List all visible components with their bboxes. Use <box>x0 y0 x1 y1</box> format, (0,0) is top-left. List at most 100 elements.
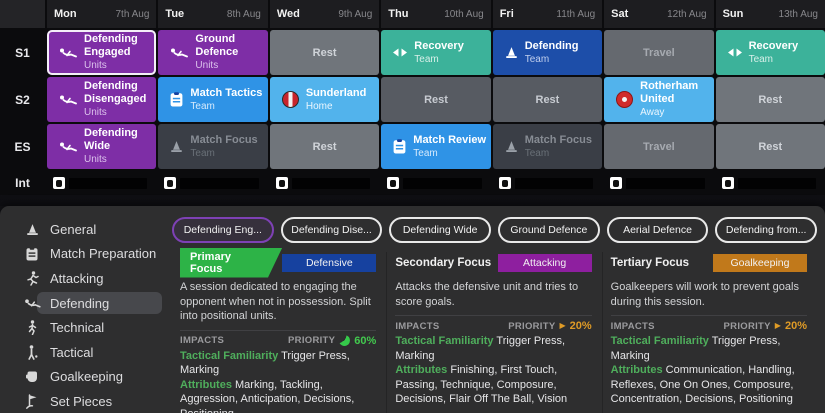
fixture-cell-sunderland[interactable]: Sunderland Home <box>269 77 380 122</box>
session-cell-recovery[interactable]: Recovery Team <box>715 30 825 75</box>
fixture-opponent: Sunderland <box>305 86 367 99</box>
intensity-icon <box>498 177 511 189</box>
sidebar-item-tactical[interactable]: Tactical <box>0 340 166 365</box>
session-cell-rest[interactable]: Rest <box>269 30 380 75</box>
divider <box>395 315 592 317</box>
intensity-icon <box>610 177 623 189</box>
training-calendar: Mon 7th Aug Tue 8th Aug Wed 9th Aug Thu 10th… <box>0 0 825 206</box>
session-cell-match-focus[interactable]: Match Focus Team <box>158 124 268 169</box>
sidebar-item-goalkeeping[interactable]: Goalkeeping <box>0 365 166 390</box>
session-tabs: Defending Eng... Defending Dise... Defen… <box>172 217 818 243</box>
attributes-label: Attributes <box>395 364 448 377</box>
session-cell-travel[interactable]: Travel <box>604 30 714 75</box>
day-date: 9th Aug <box>338 8 373 20</box>
day-header-mon: Mon 7th Aug <box>47 0 157 28</box>
session-title: Match Tactics <box>190 86 263 99</box>
tactical-familiarity-value: Trigger Press, Marking <box>610 335 781 362</box>
priority-value: 60% <box>354 334 377 347</box>
rotherham-crest-icon <box>616 91 634 108</box>
session-cell-rest[interactable]: Rest <box>715 124 825 169</box>
tab-aerial-defence[interactable]: Aerial Defence <box>606 217 709 243</box>
tab-defending-engaged[interactable]: Defending Eng... <box>172 217 274 243</box>
session-title: Ground Defence <box>195 33 239 59</box>
session-cell-match-focus[interactable]: Match Focus Team <box>492 124 603 169</box>
fixture-opponent: Rotherham United <box>640 80 699 106</box>
session-title: Match Focus <box>190 133 258 146</box>
day-header-tue: Tue 8th Aug <box>158 0 268 28</box>
day-name: Tue <box>165 8 185 20</box>
session-cell-recovery[interactable]: Recovery Team <box>381 30 491 75</box>
clipboard-icon <box>22 247 42 261</box>
cone-icon <box>170 140 183 153</box>
session-cell-rest[interactable]: Rest <box>381 77 491 122</box>
impacts-label: IMPACTS <box>395 320 440 332</box>
session-subtitle: Team <box>414 53 439 65</box>
sidebar-item-defending[interactable]: Defending <box>0 291 166 316</box>
session-title: Rest <box>535 93 560 106</box>
attributes-label: Attributes <box>610 364 663 377</box>
sidebar-item-technical[interactable]: Technical <box>0 315 166 340</box>
tactical-familiarity-label: Tactical Familiarity <box>180 349 279 362</box>
session-title: Defending Disengaged <box>84 80 147 106</box>
day-name: Thu <box>388 8 409 20</box>
sidebar-item-label: Attacking <box>50 270 104 286</box>
session-title: Match Review <box>413 133 487 146</box>
day-date: 10th Aug <box>444 8 484 20</box>
day-header-wed: Wed 9th Aug <box>269 0 380 28</box>
sidebar-item-match-preparation[interactable]: Match Preparation <box>0 242 166 267</box>
calendar-corner-spacer <box>0 0 45 28</box>
priority-flag-icon: ▶ <box>559 321 566 331</box>
primary-focus-ribbon: Primary Focus <box>180 247 283 278</box>
fixture-cell-rotherham[interactable]: Rotherham United Away <box>604 77 714 122</box>
intensity-bar-tue <box>158 171 267 195</box>
session-cell-defending-team[interactable]: Defending Team <box>492 30 603 75</box>
session-cell-defending-engaged[interactable]: Defending Engaged Units <box>47 30 157 75</box>
defensive-badge[interactable]: Defensive <box>282 253 377 272</box>
recovery-arrows-icon <box>727 48 742 57</box>
session-cell-defending-disengaged[interactable]: Defending Disengaged Units <box>47 77 157 122</box>
session-subtitle: Team <box>748 53 774 65</box>
session-cell-ground-defence[interactable]: Ground Defence Units <box>158 30 268 75</box>
attacking-badge[interactable]: Attacking <box>497 253 592 272</box>
tab-defending-wide[interactable]: Defending Wide <box>389 217 492 243</box>
day-header-fri: Fri 11th Aug <box>492 0 603 28</box>
tab-ground-defence[interactable]: Ground Defence <box>498 217 600 243</box>
cone-icon <box>505 46 518 59</box>
tab-defending-disengaged[interactable]: Defending Dise... <box>280 217 383 243</box>
priority-value: 20% <box>784 320 807 333</box>
session-detail-content: Defending Eng... Defending Dise... Defen… <box>166 206 825 413</box>
day-header-sat: Sat 12th Aug <box>604 0 714 28</box>
attributes-value: Marking, Tackling, Aggression, Anticipat… <box>180 378 355 413</box>
session-cell-match-tactics[interactable]: Match Tactics Team <box>158 77 268 122</box>
session-cell-match-review[interactable]: Match Review Team <box>381 124 491 169</box>
intensity-bar-wed <box>270 171 379 195</box>
secondary-focus-label: Secondary Focus <box>395 256 492 269</box>
attributes-line: Attributes Communication, Handling, Refl… <box>611 363 807 407</box>
day-header-sun: Sun 13th Aug <box>715 0 825 28</box>
row-label-es: ES <box>14 139 31 154</box>
row-label-intensity: Int <box>15 176 30 190</box>
session-cell-travel[interactable]: Travel <box>604 124 714 169</box>
cone-icon <box>505 140 518 153</box>
tab-defending-from[interactable]: Defending from... <box>715 217 818 243</box>
session-subtitle: Units <box>84 107 107 119</box>
slide-tackle-icon <box>22 298 42 309</box>
priority-pie-icon <box>337 333 353 348</box>
sidebar-item-attacking[interactable]: Attacking <box>0 266 166 291</box>
sidebar-item-set-pieces[interactable]: Set Pieces <box>0 389 166 413</box>
session-cell-rest[interactable]: Rest <box>492 77 603 122</box>
session-cell-defending-wide[interactable]: Defending Wide Units <box>47 124 157 169</box>
attributes-label: Attributes <box>180 378 232 391</box>
sidebar-item-label: Goalkeeping <box>50 369 123 385</box>
sidebar-item-label: Defending <box>50 295 110 311</box>
session-cell-rest[interactable]: Rest <box>715 77 825 122</box>
session-title: Recovery <box>748 39 799 52</box>
slide-tackle-icon <box>59 94 77 106</box>
session-cell-rest[interactable]: Rest <box>269 124 380 169</box>
intensity-bar-mon <box>47 171 156 195</box>
sidebar-item-general[interactable]: General <box>0 217 166 242</box>
day-date: 13th Aug <box>778 8 818 20</box>
intensity-bar-sun <box>716 171 825 195</box>
goalkeeping-badge[interactable]: Goalkeeping <box>712 253 807 272</box>
player-arrow-icon <box>22 344 42 360</box>
